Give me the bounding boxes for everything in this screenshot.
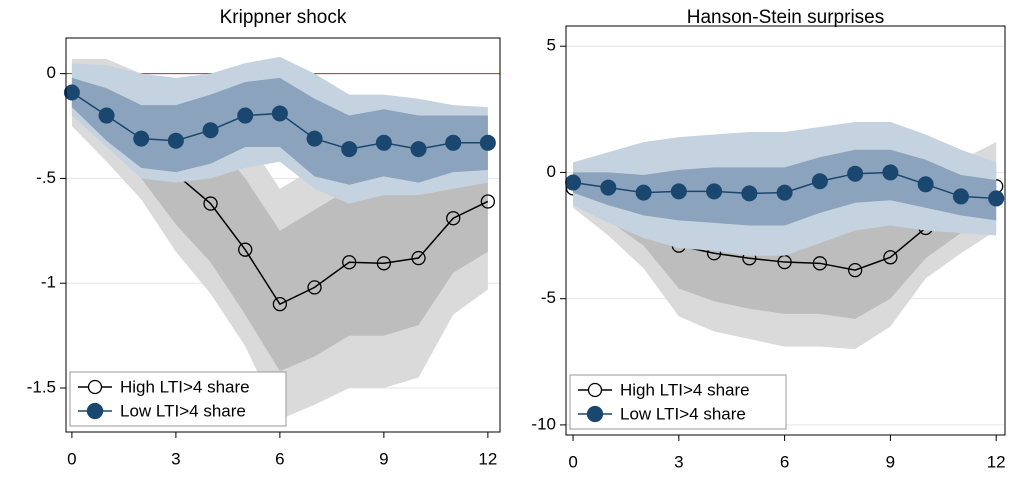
data-point	[480, 194, 496, 209]
legend-marker	[587, 382, 603, 398]
data-point	[133, 130, 150, 147]
data-point	[446, 211, 461, 226]
data-point	[600, 179, 617, 196]
x-tick-label: 0	[568, 452, 577, 471]
plot-frame	[65, 37, 501, 433]
data-point	[811, 173, 828, 190]
data-point	[741, 185, 758, 202]
data-point	[847, 165, 864, 182]
data-point	[203, 196, 218, 211]
plot: Hanson-Stein surprises 5 0 -5 -10 0 3 6 9 12 High …	[531, 7, 1005, 471]
data-point	[342, 255, 357, 270]
data-point	[917, 176, 934, 193]
data-point	[565, 174, 582, 191]
x-tick-label: 3	[674, 452, 683, 471]
data-point	[410, 141, 427, 158]
data-point	[706, 183, 723, 200]
y-tick-label: 5	[547, 36, 556, 55]
data-point	[376, 256, 392, 271]
data-point	[635, 184, 652, 201]
y-tick-label: -.5	[36, 168, 56, 187]
data-point	[272, 297, 288, 312]
data-point	[306, 130, 323, 147]
legend-marker	[586, 405, 604, 423]
legend-box	[569, 374, 787, 430]
y-tick-label: 0	[547, 162, 556, 181]
x-tick-label: 12	[478, 449, 497, 468]
x-tick-label: 3	[171, 449, 180, 468]
data-point	[952, 188, 969, 205]
data-point	[988, 190, 1005, 207]
x-tick-label: 9	[886, 452, 895, 471]
data-point	[271, 105, 288, 122]
x-tick-label: 6	[275, 449, 284, 468]
data-point	[307, 280, 322, 295]
legend: High LTI>4 share Low LTI>4 share	[69, 371, 287, 427]
y-tick-label: -10	[531, 414, 556, 433]
x-tick-label: 12	[987, 452, 1006, 471]
legend-label: High LTI>4 share	[620, 380, 750, 399]
legend-marker	[86, 402, 104, 420]
x-tick-label: 6	[780, 452, 789, 471]
y-tick-label: -5	[541, 288, 556, 307]
y-tick-label: 0	[47, 63, 56, 82]
data-point	[341, 141, 358, 158]
legend-label: Low LTI>4 share	[120, 401, 246, 420]
y-tick-label: -1.5	[27, 377, 56, 396]
chart-title: Krippner shock	[220, 7, 347, 28]
data-point	[237, 107, 254, 124]
data-point	[882, 164, 899, 181]
confidence-band	[71, 77, 488, 185]
x-tick-label: 0	[67, 449, 76, 468]
data-point	[411, 250, 426, 266]
data-point	[63, 84, 80, 101]
data-point	[445, 134, 462, 151]
plot-frame	[565, 25, 1006, 436]
data-point	[883, 250, 898, 265]
data-point	[847, 262, 863, 278]
data-point	[670, 183, 687, 200]
data-point	[238, 242, 253, 257]
legend-box	[69, 371, 287, 427]
data-point	[202, 122, 219, 139]
x-tick-label: 9	[379, 449, 388, 468]
chart-title: Hanson-Stein surprises	[687, 7, 884, 28]
data-point	[375, 134, 392, 151]
data-point	[167, 132, 184, 149]
legend-label: High LTI>4 share	[120, 377, 250, 396]
data-point	[776, 184, 793, 201]
data-point	[98, 107, 115, 124]
plot: Krippner shock 0 -.5 -1 -1.5 0 3 6 9 12 High LTI>4…	[27, 7, 501, 468]
legend-label: Low LTI>4 share	[620, 404, 746, 423]
data-point	[812, 256, 828, 271]
y-tick-label: -1	[41, 273, 56, 292]
data-point	[479, 134, 496, 151]
legend-marker	[87, 379, 103, 395]
legend: High LTI>4 share Low LTI>4 share	[569, 374, 787, 430]
